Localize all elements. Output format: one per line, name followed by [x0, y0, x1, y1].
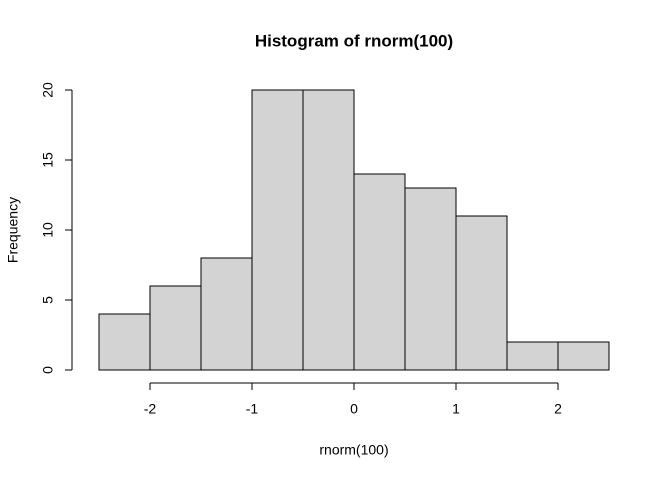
bar	[506, 341, 559, 371]
bar	[557, 341, 610, 371]
x-tick-label: 2	[554, 401, 562, 417]
y-tick-label: 0	[40, 366, 56, 374]
x-tick-label: -2	[144, 401, 157, 417]
x-tick-label: -1	[246, 401, 259, 417]
y-tick-label: 20	[40, 82, 56, 98]
y-tick-label: 5	[40, 296, 56, 304]
bar	[302, 89, 355, 371]
x-tick-label: 1	[452, 401, 460, 417]
bar	[251, 89, 304, 371]
chart-title: Histogram of rnorm(100)	[255, 31, 453, 50]
x-tick-label: 0	[350, 401, 358, 417]
x-axis-label: rnorm(100)	[319, 442, 388, 458]
bar	[353, 173, 406, 371]
bar	[98, 313, 151, 371]
y-tick-label: 10	[40, 222, 56, 238]
y-axis-label: Frequency	[5, 197, 21, 263]
bar	[200, 257, 253, 371]
y-tick-label: 15	[40, 152, 56, 168]
bar	[455, 215, 508, 371]
bar	[149, 285, 202, 371]
bar	[404, 187, 457, 371]
